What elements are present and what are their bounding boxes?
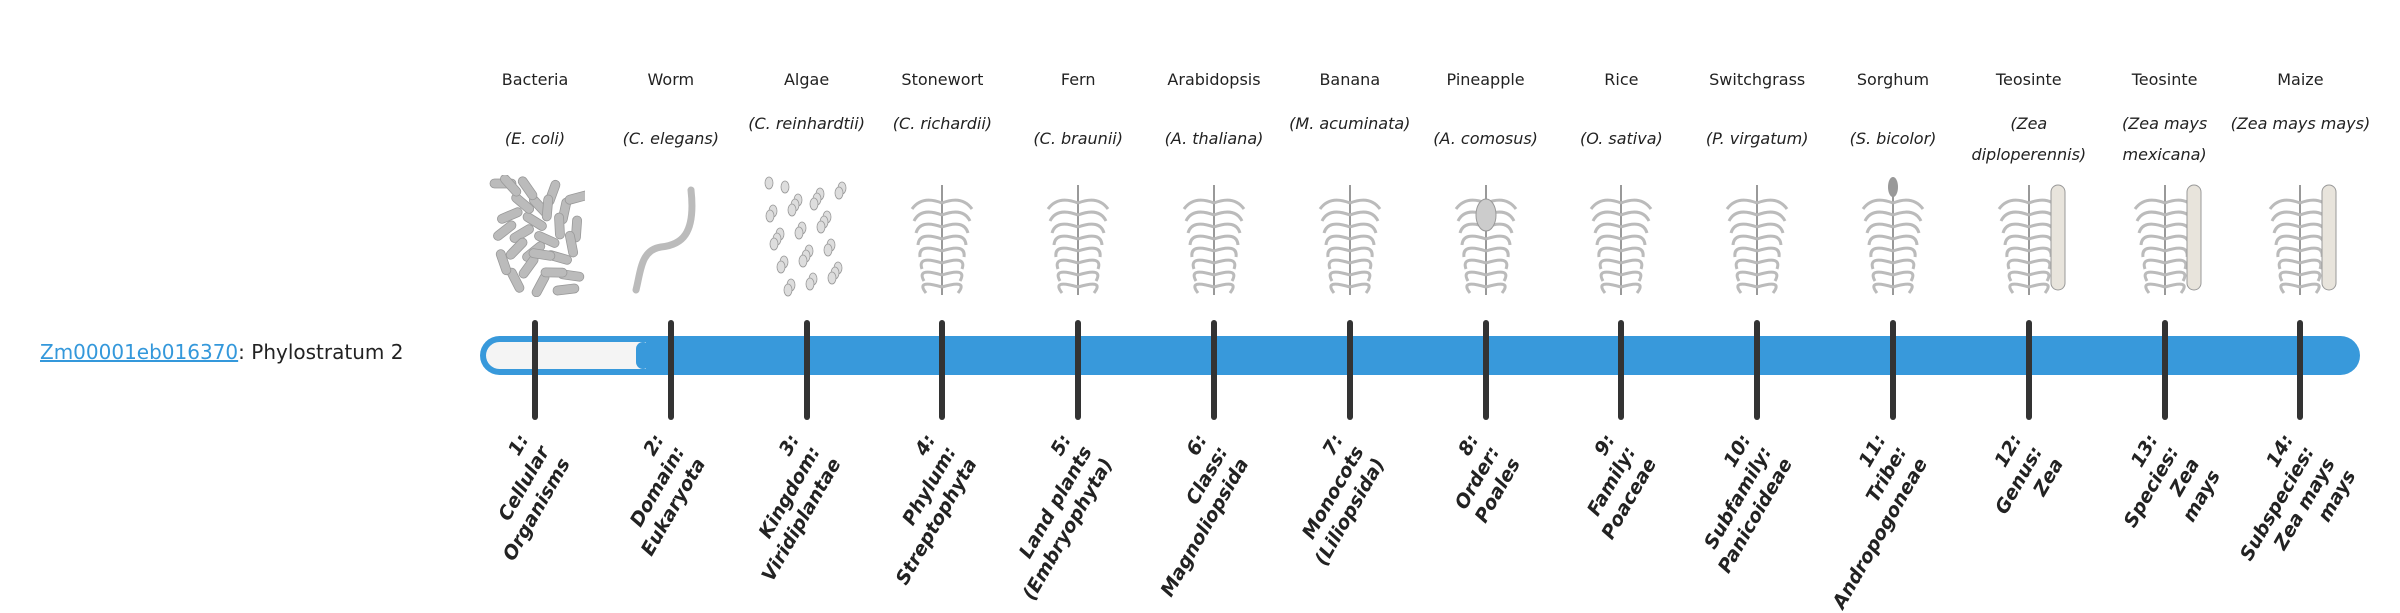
species-name: (Zea diploperennis) <box>1971 114 2087 164</box>
sorghum-icon <box>1843 175 1943 297</box>
species-name: (O. sativa) <box>1580 129 1663 148</box>
common-name: Banana <box>1319 70 1381 89</box>
stratum-tick[interactable] <box>532 320 538 420</box>
species-name: (A. thaliana) <box>1164 129 1264 148</box>
rank-label: 11: Tribe: Andropogoneae <box>1828 430 1933 613</box>
rice-icon <box>1571 175 1671 297</box>
rank-label: 9: Family: Poaceae <box>1582 430 1661 544</box>
worm-icon <box>621 175 721 297</box>
common-name: Maize <box>2277 70 2324 89</box>
stratum-tick[interactable] <box>1890 320 1896 420</box>
gene-label: Zm00001eb016370: Phylostratum 2 <box>40 340 403 364</box>
stratum-tick[interactable] <box>2025 320 2032 420</box>
rank-label: 2: Domain: Eukaryota <box>625 430 711 560</box>
fern-icon <box>1028 175 1128 297</box>
common-name: Pineapple <box>1446 70 1525 89</box>
banana-icon <box>1300 175 1400 297</box>
species-name: (A. comosus) <box>1433 129 1538 148</box>
species-name: (M. acuminata) <box>1289 114 1411 133</box>
stratum-tick[interactable] <box>2297 320 2304 420</box>
species-name: (Zea mays mays) <box>2230 114 2371 133</box>
species-name: (C. braunii) <box>1033 129 1123 148</box>
common-name: Bacteria <box>501 70 569 89</box>
teosinte-icon <box>2115 175 2215 297</box>
species-name: (S. bicolor) <box>1849 129 1937 148</box>
phylostratum-inactive-segment <box>486 342 650 369</box>
arabidopsis-icon <box>1164 175 1264 297</box>
rank-label: 10: Subfamily: Panicoideae <box>1699 430 1797 577</box>
rank-label: 5: Land plants (Embryophyta) <box>1015 430 1118 605</box>
rank-label: 4: Phylum: Streptophyta <box>891 430 982 589</box>
bacteria-icon <box>485 174 591 298</box>
stratum-tick[interactable] <box>803 320 810 420</box>
common-name: Teosinte <box>1995 70 2062 89</box>
species-name: (C. elegans) <box>622 129 719 148</box>
common-name: Arabidopsis <box>1167 70 1261 89</box>
rank-label: 14: Subspecies: Zea mays mays <box>2235 430 2361 565</box>
common-name: Worm <box>647 70 695 89</box>
phylostratum-bar <box>480 336 2360 375</box>
stonewort-icon <box>892 175 992 297</box>
rank-label: 3: Kingdom: Viridiplantae <box>755 430 847 586</box>
teosinte-icon <box>1979 175 2079 297</box>
rank-label: 12: Genus: Zea <box>1990 430 2069 518</box>
rank-label: 8: Order: Poales <box>1450 430 1526 527</box>
stratum-tick[interactable] <box>1754 320 1761 420</box>
stratum-tick[interactable] <box>1346 320 1353 420</box>
species-name: (C. richardii) <box>892 114 992 133</box>
common-name: Rice <box>1604 70 1639 89</box>
stratum-tick[interactable] <box>1618 320 1625 420</box>
rank-label: 1: Cellular Organisms <box>493 430 575 565</box>
rank-label: 7: Monocots (Liliopsida) <box>1297 430 1390 570</box>
stratum-tick[interactable] <box>1075 320 1082 420</box>
common-name: Algae <box>783 70 830 89</box>
switchgrass-icon <box>1707 175 1807 297</box>
stratum-tick[interactable] <box>939 320 946 420</box>
species-name: (C. reinhardtii) <box>748 114 865 133</box>
species-name: (Zea mays mexicana) <box>2122 114 2208 164</box>
pineapple-icon <box>1436 175 1536 297</box>
rank-label: 6: Class: Magnoliopsida <box>1156 430 1254 601</box>
common-name: Stonewort <box>901 70 984 89</box>
common-name: Switchgrass <box>1709 70 1806 89</box>
stratum-tick[interactable] <box>1482 320 1489 420</box>
rank-label: 13: Species: Zea mays <box>2119 430 2225 532</box>
species-name: (E. coli) <box>504 129 566 148</box>
common-name: Fern <box>1060 70 1096 89</box>
stratum-tick[interactable] <box>1211 320 1217 420</box>
common-name: Teosinte <box>2131 70 2198 89</box>
gene-id-link[interactable]: Zm00001eb016370 <box>40 340 239 364</box>
species-name: (P. virgatum) <box>1705 129 1809 148</box>
maize-icon <box>2250 175 2350 297</box>
stratum-tick[interactable] <box>2161 320 2168 420</box>
algae-icon <box>757 175 857 297</box>
stratum-tick[interactable] <box>667 320 674 420</box>
common-name: Sorghum <box>1856 70 1930 89</box>
phylostratum-text: : Phylostratum 2 <box>238 340 404 364</box>
